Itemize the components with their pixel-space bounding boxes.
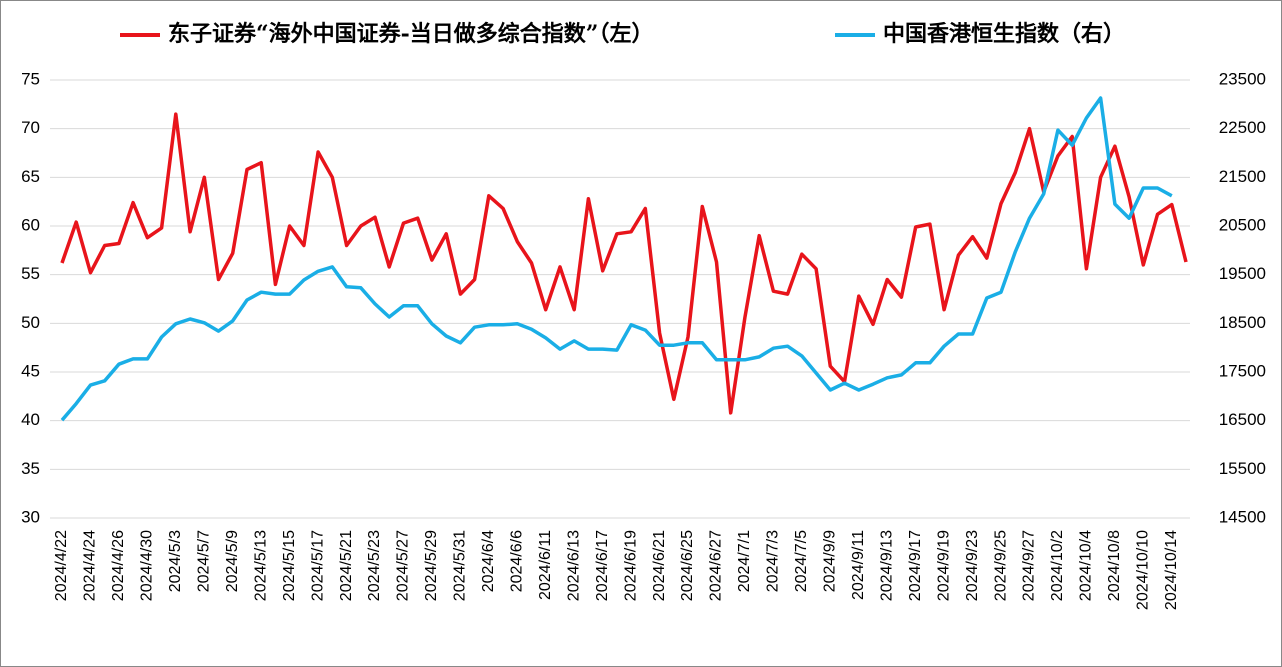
x-tick-label: 2024/6/27 <box>708 530 725 601</box>
x-tick-label: 2024/6/17 <box>594 530 611 601</box>
x-tick-label: 2024/5/27 <box>395 530 412 601</box>
y2-tick-label: 15500 <box>1219 459 1266 478</box>
x-tick-label: 2024/5/21 <box>338 530 355 601</box>
x-tick-label: 2024/10/8 <box>1106 530 1123 601</box>
x-tick-label: 2024/4/30 <box>139 530 156 601</box>
x-tick-label: 2024/10/2 <box>1049 530 1066 601</box>
y-tick-label: 70 <box>21 118 40 137</box>
y-tick-label: 60 <box>21 215 40 234</box>
legend-label: 中国香港恒生指数（右） <box>883 21 1125 47</box>
y-tick-label: 40 <box>21 410 40 429</box>
x-tick-label: 2024/9/17 <box>907 530 924 601</box>
y2-tick-label: 14500 <box>1219 507 1266 526</box>
x-tick-label: 2024/9/19 <box>935 530 952 601</box>
x-tick-label: 2024/9/27 <box>1021 530 1038 601</box>
x-tick-label: 2024/10/4 <box>1078 530 1095 601</box>
x-tick-label: 2024/5/7 <box>195 530 212 592</box>
y-tick-label: 55 <box>21 264 40 283</box>
x-tick-label: 2024/6/11 <box>537 530 554 600</box>
x-tick-label: 2024/6/13 <box>565 530 582 601</box>
y2-tick-label: 20500 <box>1219 215 1266 234</box>
x-tick-label: 2024/10/10 <box>1135 530 1152 610</box>
y2-tick-label: 18500 <box>1219 313 1266 332</box>
x-tick-label: 2024/9/9 <box>822 530 839 592</box>
x-tick-label: 2024/7/5 <box>793 530 810 592</box>
y-tick-label: 35 <box>21 459 40 478</box>
x-tick-label: 2024/5/13 <box>252 530 269 601</box>
x-tick-label: 2024/6/6 <box>509 530 526 592</box>
y-tick-label: 65 <box>21 167 40 186</box>
x-tick-label: 2024/5/29 <box>423 530 440 601</box>
y-tick-label: 50 <box>21 313 40 332</box>
y2-tick-label: 21500 <box>1219 167 1266 186</box>
x-tick-label: 2024/6/25 <box>679 530 696 601</box>
x-tick-label: 2024/4/26 <box>110 530 127 601</box>
series-line <box>60 112 1188 415</box>
x-tick-label: 2024/4/22 <box>53 530 70 601</box>
y-tick-label: 75 <box>21 69 40 88</box>
y2-tick-label: 23500 <box>1219 69 1266 88</box>
legend-label: 东子证券“海外中国证券-当日做多综合指数”（左） <box>168 21 653 47</box>
x-tick-label: 2024/4/24 <box>82 530 99 601</box>
x-tick-label: 2024/5/3 <box>167 530 184 592</box>
x-tick-label: 2024/5/23 <box>366 530 383 601</box>
y2-tick-label: 19500 <box>1219 264 1266 283</box>
x-tick-label: 2024/6/19 <box>622 530 639 601</box>
x-tick-label: 2024/6/4 <box>480 530 497 592</box>
y2-tick-label: 16500 <box>1219 410 1266 429</box>
x-tick-label: 2024/5/15 <box>281 530 298 601</box>
y2-tick-label: 22500 <box>1219 118 1266 137</box>
x-tick-label: 2024/6/21 <box>651 530 668 601</box>
x-tick-label: 2024/5/9 <box>224 530 241 592</box>
x-tick-label: 2024/10/14 <box>1163 530 1180 610</box>
x-tick-label: 2024/7/3 <box>765 530 782 592</box>
x-tick-label: 2024/9/23 <box>964 530 981 601</box>
series-line <box>60 96 1173 422</box>
x-tick-label: 2024/5/31 <box>452 530 469 601</box>
x-tick-label: 2024/5/17 <box>309 530 326 601</box>
x-tick-label: 2024/9/13 <box>878 530 895 601</box>
x-tick-label: 2024/9/25 <box>992 530 1009 601</box>
x-tick-label: 2024/7/1 <box>736 530 753 592</box>
y-tick-label: 30 <box>21 507 40 526</box>
y-tick-label: 45 <box>21 361 40 380</box>
y2-tick-label: 17500 <box>1219 361 1266 380</box>
x-tick-label: 2024/9/11 <box>850 530 867 600</box>
